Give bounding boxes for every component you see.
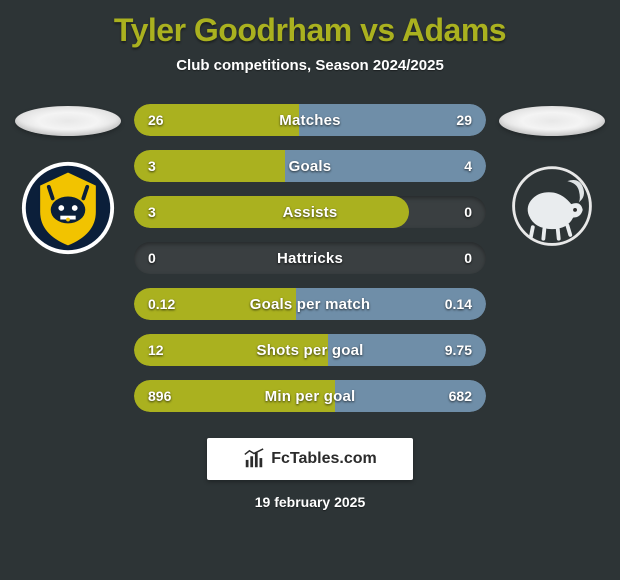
stat-value-right: 0.14 xyxy=(445,288,472,320)
stat-label: Min per goal xyxy=(134,380,486,412)
right-player-column xyxy=(492,104,612,256)
stat-label: Goals per match xyxy=(134,288,486,320)
oxford-united-logo-icon xyxy=(20,160,116,256)
stat-value-right: 9.75 xyxy=(445,334,472,366)
stat-value-right: 0 xyxy=(464,196,472,228)
stat-value-right: 29 xyxy=(456,104,472,136)
stat-bar-min-per-goal: 896 Min per goal 682 xyxy=(134,380,486,412)
stat-value-right: 682 xyxy=(449,380,472,412)
stat-bars: 26 Matches 29 3 Goals 4 3 Assists 0 xyxy=(134,104,486,412)
stat-bar-matches: 26 Matches 29 xyxy=(134,104,486,136)
stat-label: Shots per goal xyxy=(134,334,486,366)
date-text: 19 february 2025 xyxy=(0,494,620,510)
stat-label: Matches xyxy=(134,104,486,136)
derby-county-logo-icon xyxy=(504,160,600,256)
stat-bar-goals-per-match: 0.12 Goals per match 0.14 xyxy=(134,288,486,320)
stat-bar-goals: 3 Goals 4 xyxy=(134,150,486,182)
stat-label: Hattricks xyxy=(134,242,486,274)
comparison-area: 26 Matches 29 3 Goals 4 3 Assists 0 xyxy=(0,104,620,412)
stat-label: Goals xyxy=(134,150,486,182)
stat-bar-assists: 3 Assists 0 xyxy=(134,196,486,228)
player-shadow-ellipse xyxy=(499,106,605,136)
brand-text: FcTables.com xyxy=(271,450,377,468)
stat-label: Assists xyxy=(134,196,486,228)
chart-icon xyxy=(243,448,265,470)
player-shadow-ellipse xyxy=(15,106,121,136)
stat-value-right: 4 xyxy=(464,150,472,182)
page-title: Tyler Goodrham vs Adams xyxy=(0,12,620,49)
stat-bar-shots-per-goal: 12 Shots per goal 9.75 xyxy=(134,334,486,366)
stat-bar-hattricks: 0 Hattricks 0 xyxy=(134,242,486,274)
left-player-column xyxy=(8,104,128,256)
stat-value-right: 0 xyxy=(464,242,472,274)
comparison-infographic: Tyler Goodrham vs Adams Club competition… xyxy=(0,0,620,580)
brand-card[interactable]: FcTables.com xyxy=(207,438,413,480)
page-subtitle: Club competitions, Season 2024/2025 xyxy=(0,57,620,74)
